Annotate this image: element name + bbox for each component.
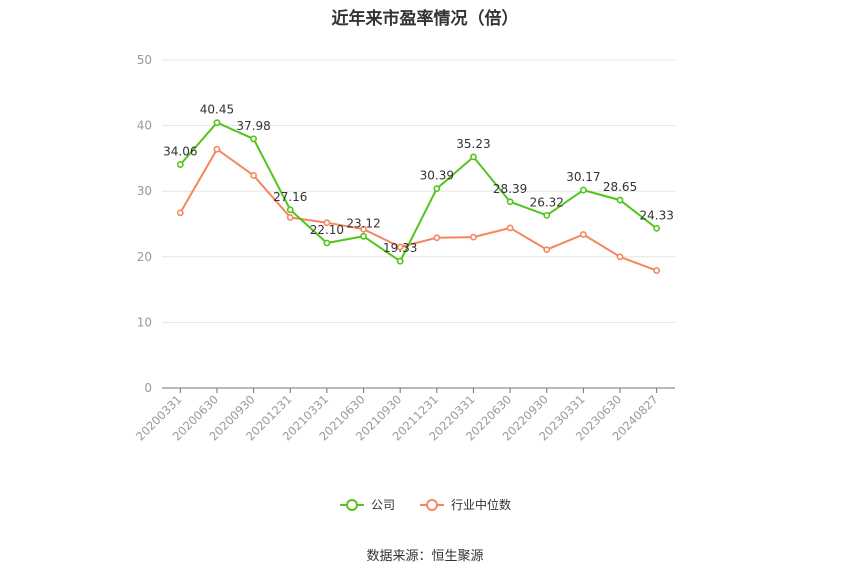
data-label: 37.98 [236, 119, 270, 133]
data-label: 40.45 [200, 103, 234, 117]
data-point-0 [396, 257, 404, 265]
data-point-0 [579, 186, 587, 194]
chart-title: 近年来市盈率情况（倍） [331, 9, 519, 29]
data-point-1 [579, 231, 587, 238]
data-point-1 [616, 253, 624, 261]
y-tick-label: 10 [137, 315, 152, 329]
series-line-1 [179, 147, 658, 272]
data-point-1 [213, 145, 221, 153]
data-point-0 [213, 119, 221, 127]
data-label: 34.06 [163, 145, 197, 159]
data-point-1 [396, 243, 404, 251]
y-tick-label: 30 [137, 184, 152, 198]
data-label: 22.10 [310, 223, 344, 237]
data-label: 23.12 [346, 216, 380, 230]
legend-label-industry: 行业中位数 [451, 498, 512, 512]
legend: 公司 行业中位数 [0, 496, 850, 513]
data-point-0 [286, 206, 294, 214]
data-point-0 [616, 196, 624, 204]
y-tick-label: 20 [137, 250, 152, 264]
data-point-0 [506, 198, 514, 206]
data-point-1 [176, 209, 184, 217]
legend-industry-marker [420, 498, 444, 511]
data-label: 30.17 [566, 170, 600, 184]
data-point-1 [470, 233, 477, 241]
data-point-1 [506, 224, 514, 232]
legend-company-marker [339, 498, 364, 511]
data-point-1 [360, 225, 367, 233]
data-point-0 [323, 239, 331, 247]
data-point-0 [176, 161, 184, 168]
series-line-0 [179, 121, 658, 263]
y-tick-label: 50 [137, 53, 152, 67]
data-point-0 [433, 185, 441, 193]
data-point-0 [360, 232, 367, 240]
data-point-1 [653, 267, 661, 274]
data-label: 28.39 [493, 182, 527, 196]
data-point-0 [543, 211, 551, 219]
series-layer [176, 119, 661, 274]
grid-layer [162, 59, 675, 323]
data-point-0 [470, 153, 477, 161]
data-label: 26.32 [530, 195, 564, 209]
legend-label-company: 公司 [370, 498, 395, 512]
data-label: 35.23 [456, 137, 490, 151]
source-note: 数据来源：恒生聚源 [366, 549, 484, 564]
data-point-1 [433, 234, 441, 242]
data-point-1 [250, 172, 258, 179]
line-chart: 0102030405020200331202006302020093020201… [133, 53, 675, 444]
y-tick-label: 40 [137, 119, 152, 133]
data-label: 19.33 [383, 241, 417, 255]
data-point-1 [323, 219, 331, 227]
data-label: 30.39 [420, 169, 454, 183]
data-label: 24.33 [639, 208, 673, 222]
legend-item-industry[interactable]: 行业中位数 [419, 496, 511, 513]
data-label: 27.16 [273, 190, 307, 204]
data-point-0 [250, 135, 258, 143]
data-point-1 [286, 214, 294, 221]
data-label: 28.65 [603, 180, 637, 194]
data-point-1 [543, 246, 551, 253]
data-point-0 [653, 224, 661, 232]
legend-item-company[interactable]: 公司 [339, 496, 395, 513]
y-tick-label: 0 [144, 381, 152, 395]
